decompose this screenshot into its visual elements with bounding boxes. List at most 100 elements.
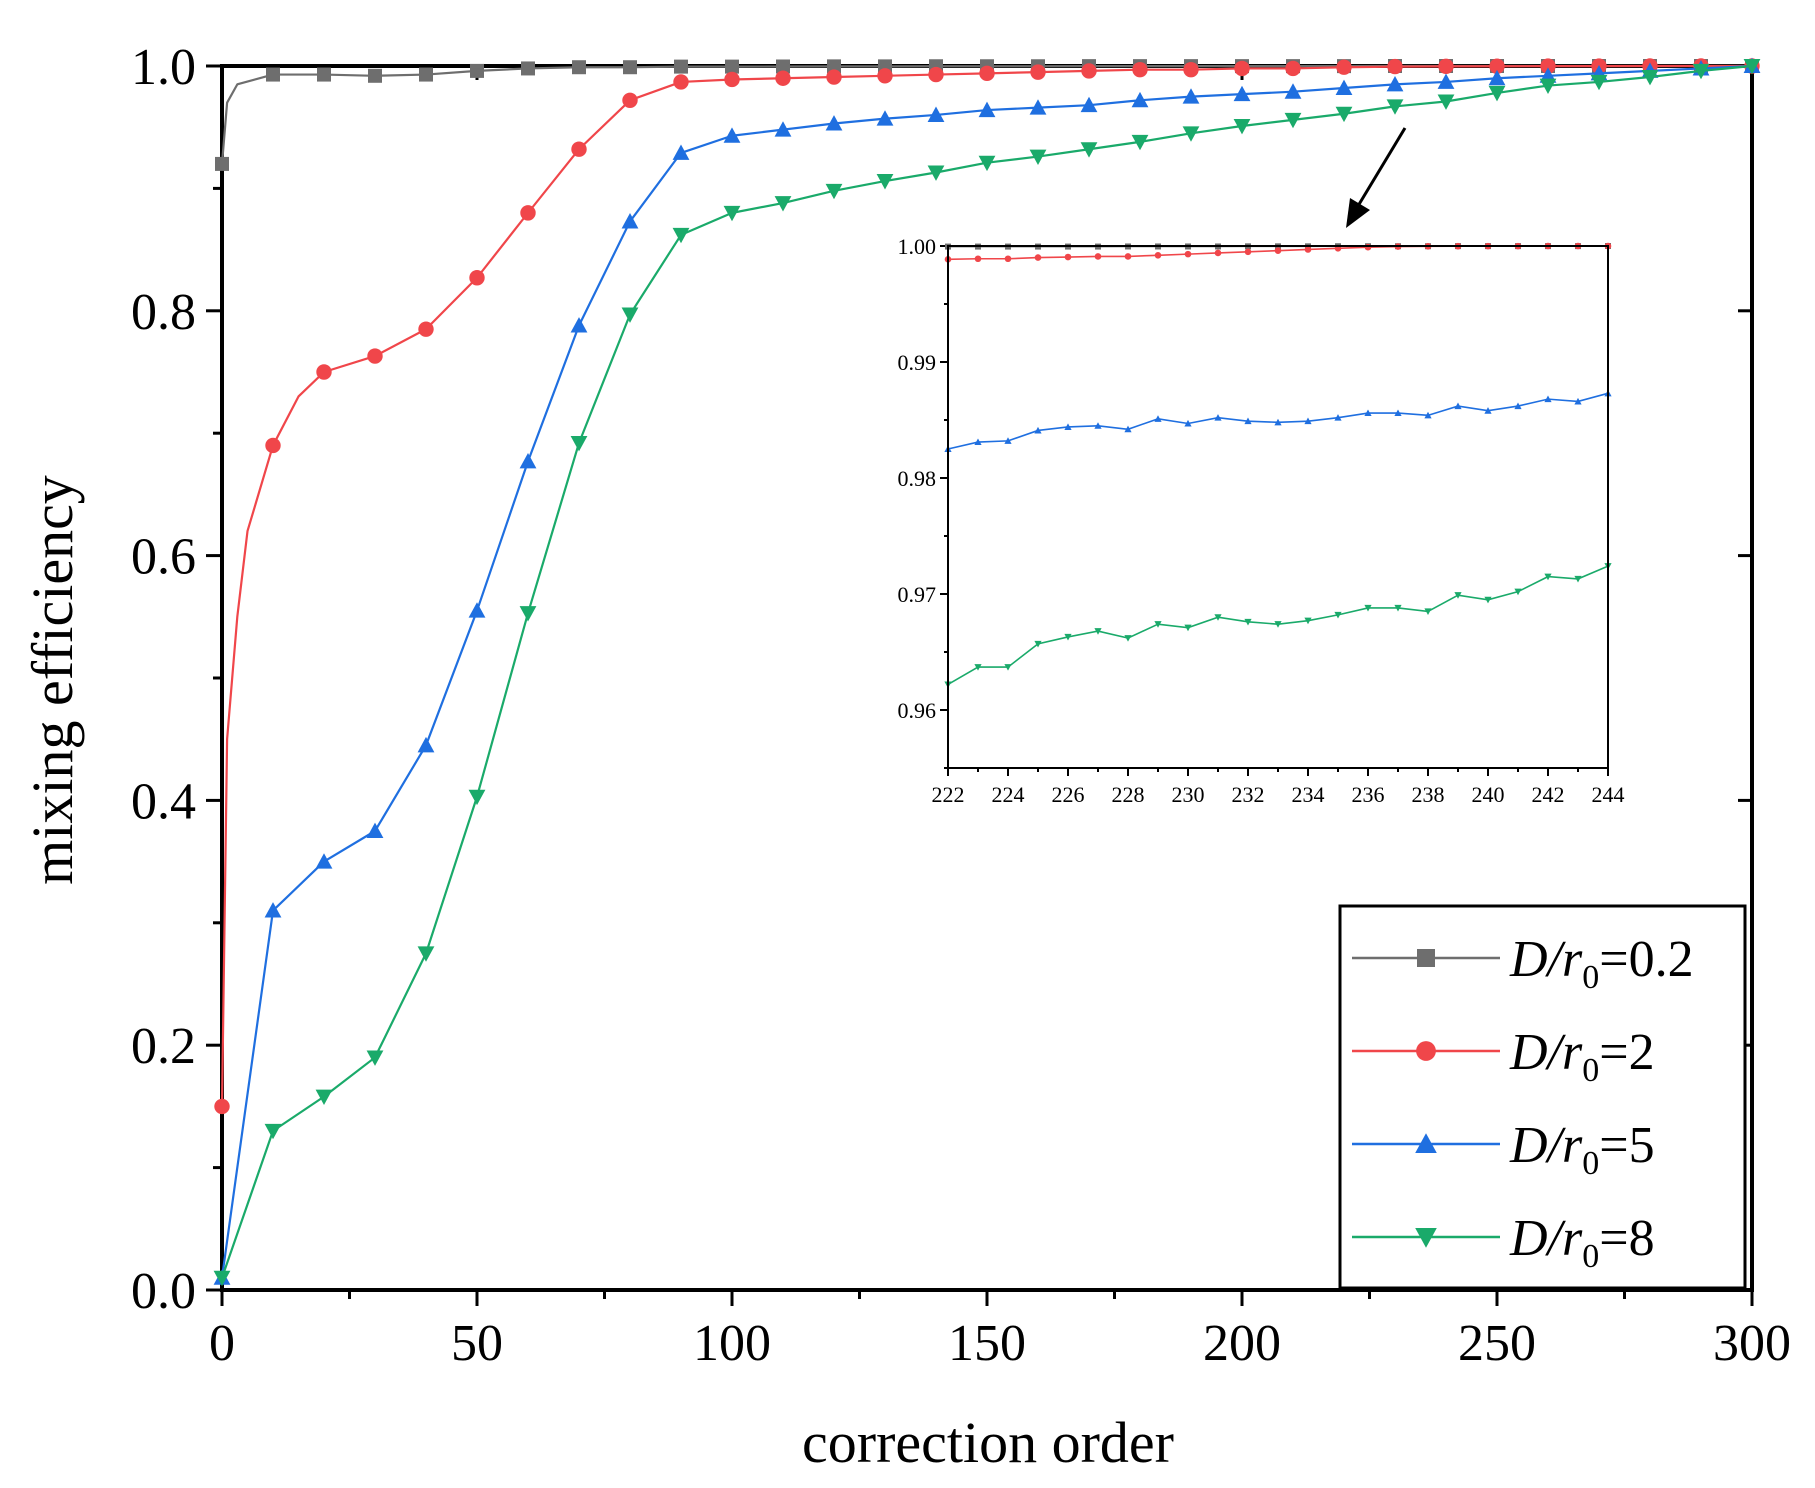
data-point [417,736,435,753]
x-tick-label: 300 [1713,1315,1791,1372]
legend-marker [1415,1228,1437,1248]
data-point [214,1098,230,1115]
inset-data-point [1544,573,1552,581]
data-point [825,183,843,200]
data-point [264,1123,282,1140]
data-point [1387,58,1403,75]
data-point [927,165,945,181]
legend-label: D/r0=8 [1509,1210,1655,1275]
data-point [1438,58,1454,75]
inset-data-point [974,664,982,671]
data-point [419,67,433,82]
data-point [1183,61,1199,78]
data-point [316,364,332,380]
data-point [1131,134,1149,151]
x-tick-label: 150 [948,1315,1026,1372]
data-point [368,68,382,83]
x-tick-label: 200 [1203,1315,1281,1372]
inset-data-point [1154,415,1162,422]
legend-label-subscript: 0 [1582,959,1599,996]
data-point [927,106,945,122]
inset-x-tick-label: 240 [1472,782,1505,807]
inset-data-point [1154,251,1162,259]
data-point [774,196,792,212]
data-point [315,853,333,869]
data-point [1335,79,1353,96]
inset-data-point [1094,628,1102,635]
inset-data-point [1394,604,1402,612]
x-tick-label: 250 [1458,1315,1536,1372]
y-tick-label: 0.8 [131,284,196,341]
legend-label-subscript: 0 [1582,1052,1599,1089]
inset-data-point [1364,409,1372,417]
inset-data-point [1124,635,1132,642]
inset-data-point [1274,247,1282,254]
data-point [521,61,535,76]
y-tick-label: 0.6 [131,529,196,586]
x-tick-label: 0 [209,1315,235,1372]
inset-data-point [1094,253,1102,260]
data-point [266,67,280,82]
data-point [519,606,537,622]
legend-box [1338,904,1747,1290]
zoom-arrow-line [1356,127,1407,207]
data-point [1489,58,1505,74]
inset-data-point [1094,422,1102,429]
inset-data-point [1214,614,1222,621]
inset-data-point [1514,402,1522,410]
inset-data-point [1304,617,1312,625]
inset-data-point [1514,588,1522,596]
data-point [468,602,486,618]
data-point [1182,88,1200,104]
inset-background [948,246,1608,768]
inset-data-point [1004,437,1012,444]
data-point [469,270,485,286]
legend-label: D/r0=0.2 [1509,931,1694,996]
inset-data-point [1574,575,1582,583]
inset-data-point [1424,608,1432,615]
data-point [1080,142,1098,158]
inset-data-point [1334,414,1342,421]
legend-label-subscript: 0 [1582,1238,1599,1275]
inset-data-point [1064,423,1072,430]
data-point [978,155,996,172]
legend-marker [1415,1133,1437,1153]
inset-data-point [1124,253,1132,260]
data-point [928,66,944,83]
data-point [876,174,894,190]
inset-x-tick-label: 236 [1352,782,1385,807]
legend-label: D/r0=5 [1509,1117,1655,1182]
data-point [1336,59,1352,75]
data-point [572,60,586,75]
data-point [1030,64,1046,80]
data-point [876,110,894,126]
inset-data-point [1214,249,1222,257]
data-point [723,127,741,143]
data-point [825,115,843,131]
data-point [367,348,383,364]
inset-data-point [1304,246,1312,253]
data-point [1234,60,1250,77]
inset-x-tick-label: 234 [1292,782,1325,807]
inset-data-point [1274,621,1282,628]
inset-data-point [1064,253,1072,261]
zoom-arrow-head [1346,198,1370,228]
data-point [264,902,282,918]
data-point [317,67,331,82]
main-series [213,57,1761,1287]
data-point [468,789,486,806]
legend-label-italic: D/r [1509,1117,1583,1174]
data-point [979,65,995,82]
x-tick-label: 100 [693,1315,771,1372]
inset-data-point [1184,250,1192,258]
inset-y-tick-label: 0.96 [898,698,937,723]
inset-data-point [1364,604,1372,612]
legend: D/r0=0.2D/r0=2D/r0=5D/r0=8 [1338,904,1747,1290]
inset-data-point [974,255,982,263]
x-tick-label: 50 [451,1315,503,1372]
inset-y-tick-label: 0.97 [898,582,937,607]
data-point [1029,99,1047,115]
data-point [570,317,588,333]
inset-x-tick-label: 224 [992,782,1025,807]
inset-x-tick-label: 230 [1172,782,1205,807]
